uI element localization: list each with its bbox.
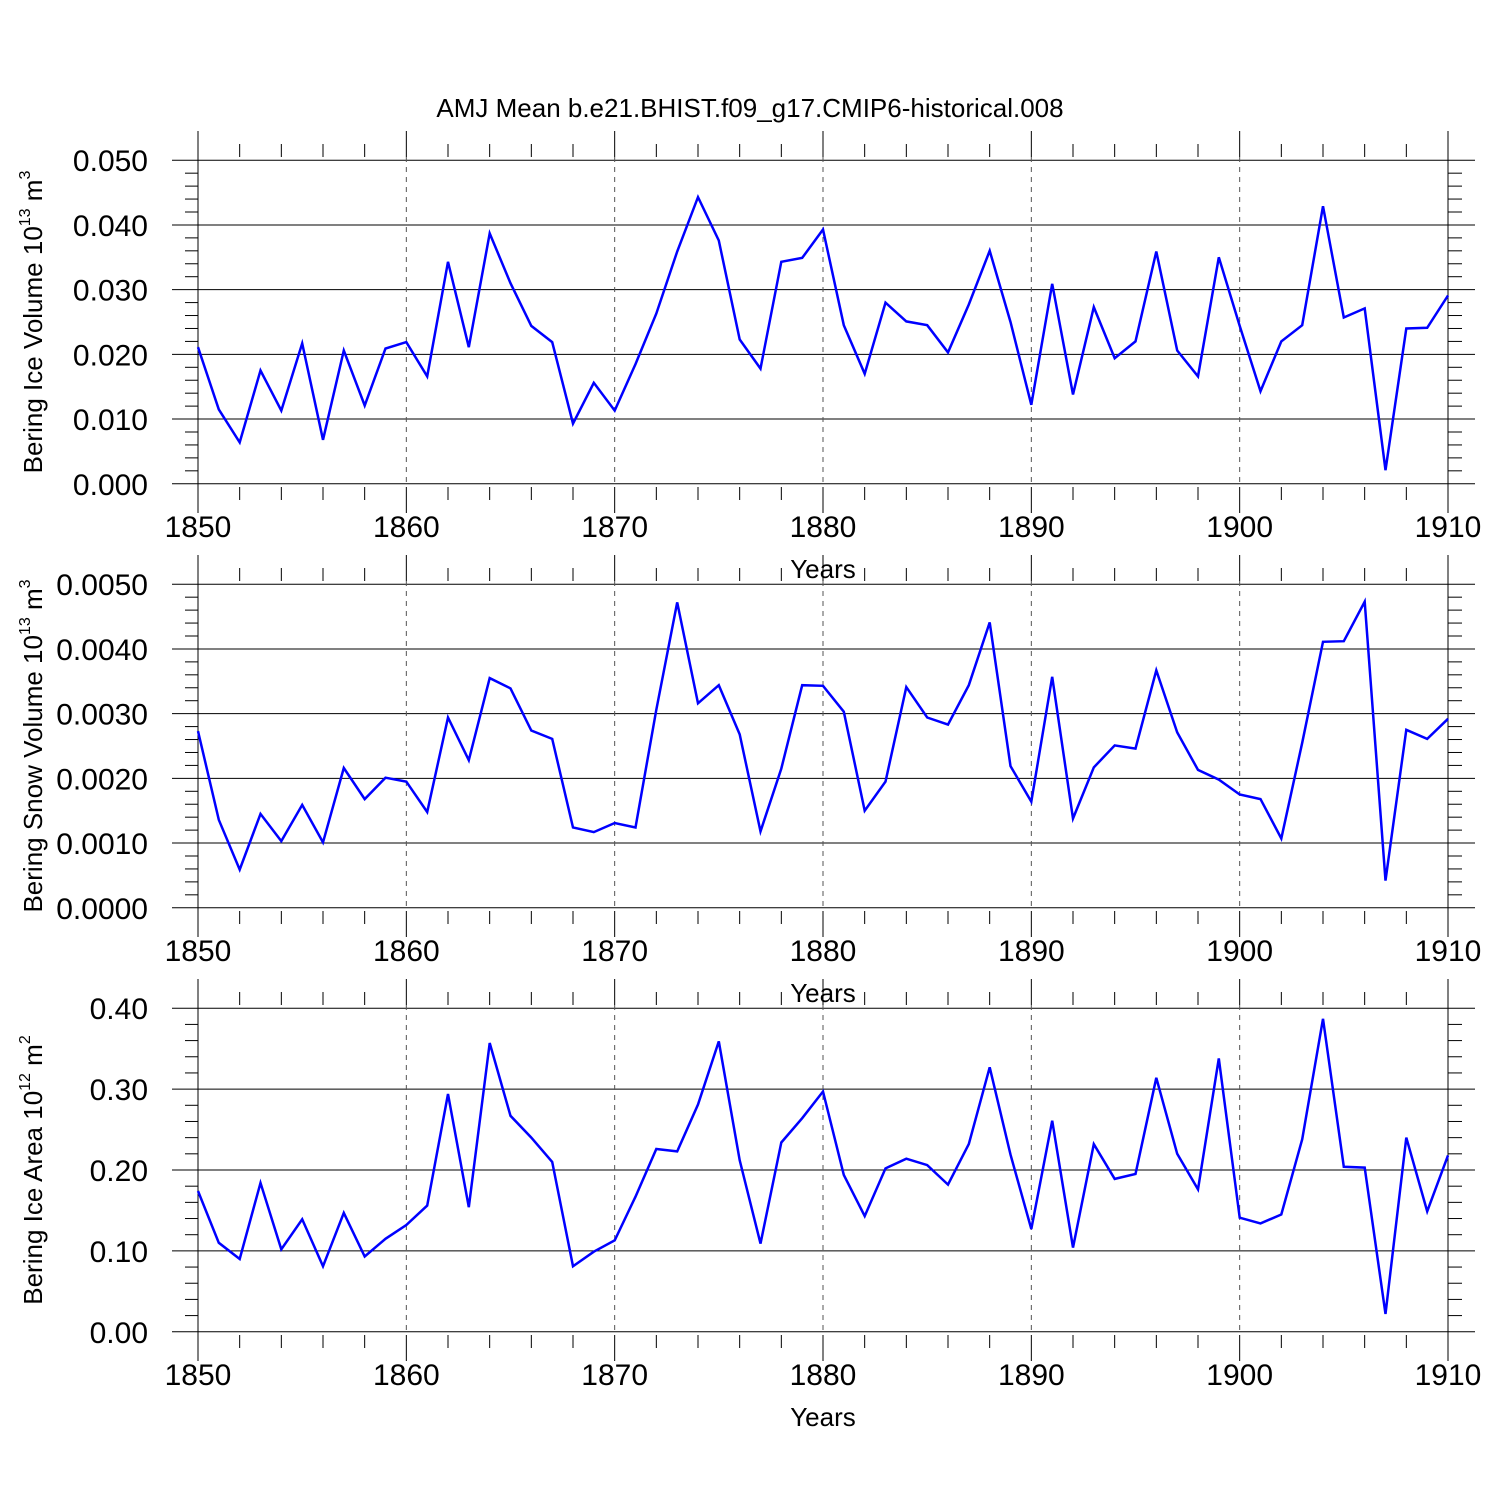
chart-2-x-tick-label: 1890: [998, 1359, 1065, 1392]
chart-1-y-tick-label: 0.0010: [56, 828, 148, 861]
chart-1-y-tick-label: 0.0050: [56, 569, 148, 602]
chart-1-x-tick-label: 1880: [790, 935, 857, 968]
chart-1-y-tick-label: 0.0040: [56, 634, 148, 667]
chart-0-x-tick-label: 1890: [998, 511, 1065, 544]
chart-0-y-tick-label: 0.010: [73, 404, 148, 437]
chart-2-x-axis-title: Years: [790, 1402, 856, 1432]
chart-2-y-tick-label: 0.20: [90, 1155, 148, 1188]
chart-2-y-tick-label: 0.40: [90, 993, 148, 1026]
chart-0-y-tick-label: 0.000: [73, 469, 148, 502]
chart-0-x-tick-label: 1850: [165, 511, 232, 544]
chart-1-series-line: [196, 597, 1449, 881]
chart-1-x-tick-label: 1890: [998, 935, 1065, 968]
snow-volume-panel: 0.0000 0.0010 0.0020 0.0030 0.0040 0.0050 1850…: [17, 555, 1481, 1008]
chart-2-y-tick-label: 0.00: [90, 1317, 148, 1350]
chart-1-y-tick-label: 0.0030: [56, 699, 148, 732]
ice-area-panel: 0.00 0.10 0.20 0.30 0.40 1850 1860 1870 1880 1890…: [17, 979, 1481, 1432]
chart-2-y-tick-label: 0.10: [90, 1236, 148, 1269]
chart-2-y-tick-label: 0.30: [90, 1074, 148, 1107]
chart-2-x-tick-label: 1860: [373, 1359, 440, 1392]
chart-2-x-tick-label: 1880: [790, 1359, 857, 1392]
chart-2-x-tick-label: 1870: [581, 1359, 648, 1392]
chart-0-x-tick-label: 1870: [581, 511, 648, 544]
chart-2-x-tick-label: 1910: [1415, 1359, 1482, 1392]
chart-0-x-tick-label: 1900: [1206, 511, 1273, 544]
chart-1-x-tick-label: 1870: [581, 935, 648, 968]
chart-0-y-tick-label: 0.030: [73, 275, 148, 308]
chart-0-y-axis-title: Bering Ice Volume 1013 m3: [17, 171, 48, 474]
chart-1-x-tick-label: 1850: [165, 935, 232, 968]
chart-1-y-axis-title: Bering Snow Volume 1013 m3: [17, 579, 48, 912]
chart-2-series-line: [196, 1018, 1450, 1315]
chart-1-x-tick-label: 1910: [1415, 935, 1482, 968]
chart-0-y-tick-label: 0.040: [73, 210, 148, 243]
chart-0-y-tick-label: 0.050: [73, 145, 148, 178]
chart-2-x-tick-label: 1900: [1206, 1359, 1273, 1392]
chart-2-x-tick-label: 1850: [165, 1359, 232, 1392]
chart-1-y-tick-label: 0.0020: [56, 763, 148, 796]
chart-1-y-tick-label: 0.0000: [56, 893, 148, 926]
chart-0-x-tick-label: 1860: [373, 511, 440, 544]
chart-2-y-axis-title: Bering Ice Area 1012 m2: [17, 1035, 48, 1305]
chart-0-series-line: [196, 193, 1450, 471]
chart-0-y-tick-label: 0.020: [73, 339, 148, 372]
chart-0-x-tick-label: 1910: [1415, 511, 1482, 544]
ice-volume-panel: 0.000 0.010 0.020 0.030 0.040 0.050 1850 1860 18…: [17, 131, 1481, 584]
chart-0-x-tick-label: 1880: [790, 511, 857, 544]
chart-1-x-tick-label: 1900: [1206, 935, 1273, 968]
figure-title: AMJ Mean b.e21.BHIST.f09_g17.CMIP6-histo…: [436, 93, 1063, 123]
chart-1-x-tick-label: 1860: [373, 935, 440, 968]
